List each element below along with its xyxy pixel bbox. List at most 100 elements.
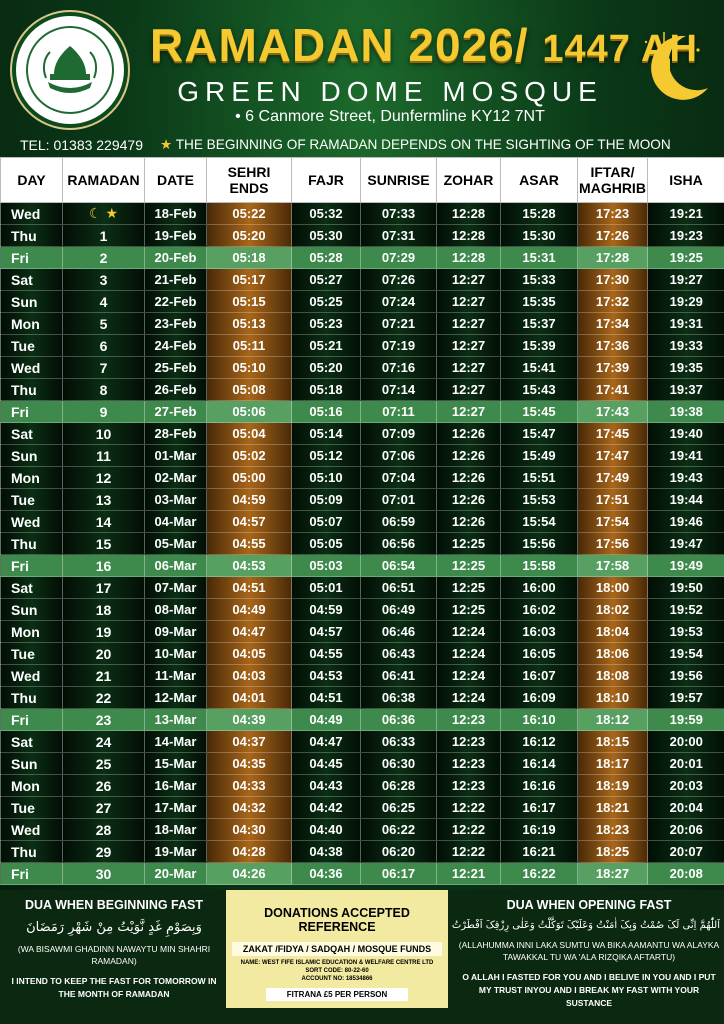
cell-isha: 19:44	[647, 488, 724, 511]
cell-ramadan: 6	[62, 334, 145, 357]
cell-sehri: 04:39	[206, 708, 292, 731]
cell-sehri: 05:06	[206, 400, 292, 423]
cell-iftar: 17:28	[577, 246, 648, 269]
cell-asar: 16:05	[500, 642, 578, 665]
cell-day: Sat	[0, 730, 63, 753]
cell-sunrise: 07:16	[360, 356, 437, 379]
cell-iftar: 18:15	[577, 730, 648, 753]
cell-sunrise: 06:20	[360, 840, 437, 863]
cell-asar: 16:14	[500, 752, 578, 775]
cell-zohar: 12:26	[436, 466, 501, 489]
col-header-day: DAY	[0, 157, 63, 203]
cell-isha: 19:29	[647, 290, 724, 313]
cell-sehri: 04:37	[206, 730, 292, 753]
cell-asar: 16:22	[500, 862, 578, 885]
cell-zohar: 12:22	[436, 840, 501, 863]
cell-ramadan: 14	[62, 510, 145, 533]
col-header-iftar: IFTAR/ MAGHRIB	[577, 157, 648, 203]
cell-iftar: 17:39	[577, 356, 648, 379]
cell-ramadan: 7	[62, 356, 145, 379]
cell-date: 08-Mar	[144, 598, 207, 621]
cell-asar: 15:53	[500, 488, 578, 511]
cell-fajr: 04:47	[291, 730, 361, 753]
table-row: Sat 10 28-Feb 05:04 05:14 07:09 12:26 15:47 17:4…	[0, 422, 724, 445]
cell-day: Wed	[0, 818, 63, 841]
cell-sunrise: 06:22	[360, 818, 437, 841]
cell-asar: 15:33	[500, 268, 578, 291]
header: RAMADAN 2026/ 1447 AH GREEN DOME MOSQUE …	[0, 0, 724, 133]
cell-zohar: 12:27	[436, 312, 501, 335]
cell-isha: 19:46	[647, 510, 724, 533]
cell-sehri: 04:03	[206, 664, 292, 687]
cell-ramadan: 27	[62, 796, 145, 819]
cell-asar: 16:07	[500, 664, 578, 687]
title-year: RAMADAN 2026/	[150, 19, 529, 71]
table-row: Fri 9 27-Feb 05:06 05:16 07:11 12:27 15:45 17:43…	[0, 400, 724, 423]
cell-sunrise: 06:25	[360, 796, 437, 819]
mosque-logo	[16, 16, 124, 124]
cell-fajr: 04:53	[291, 664, 361, 687]
cell-isha: 19:21	[647, 202, 724, 225]
cell-date: 02-Mar	[144, 466, 207, 489]
cell-day: Fri	[0, 554, 63, 577]
cell-zohar: 12:26	[436, 422, 501, 445]
cell-sehri: 04:05	[206, 642, 292, 665]
cell-sunrise: 07:19	[360, 334, 437, 357]
cell-isha: 19:41	[647, 444, 724, 467]
cell-iftar: 18:17	[577, 752, 648, 775]
cell-isha: 19:49	[647, 554, 724, 577]
cell-ramadan: 17	[62, 576, 145, 599]
cell-isha: 20:03	[647, 774, 724, 797]
cell-asar: 15:47	[500, 422, 578, 445]
cell-sehri: 04:51	[206, 576, 292, 599]
cell-sehri: 05:08	[206, 378, 292, 401]
info-bar: TEL: 01383 229479 ★ THE BEGINNING OF RAM…	[0, 133, 724, 157]
dua-begin-meaning: I INTEND TO KEEP THE FAST FOR TOMORROW I…	[11, 976, 217, 999]
cell-isha: 19:27	[647, 268, 724, 291]
cell-iftar: 18:19	[577, 774, 648, 797]
cell-sunrise: 07:11	[360, 400, 437, 423]
cell-sunrise: 06:59	[360, 510, 437, 533]
cell-iftar: 18:02	[577, 598, 648, 621]
cell-fajr: 05:25	[291, 290, 361, 313]
cell-day: Thu	[0, 532, 63, 555]
cell-zohar: 12:22	[436, 818, 501, 841]
cell-sunrise: 06:56	[360, 532, 437, 555]
dua-begin-arabic: وَبِصَوْمِ غَدٍ نَّوَيْتُ مِنْ شَهْرِ رَ…	[26, 920, 202, 935]
cell-ramadan: 15	[62, 532, 145, 555]
cell-day: Sun	[0, 598, 63, 621]
cell-sunrise: 06:41	[360, 664, 437, 687]
table-row: Sun 4 22-Feb 05:15 05:25 07:24 12:27 15:35 17:32…	[0, 290, 724, 313]
cell-ramadan: 28	[62, 818, 145, 841]
cell-sehri: 04:55	[206, 532, 292, 555]
cell-isha: 20:06	[647, 818, 724, 841]
cell-asar: 16:02	[500, 598, 578, 621]
cell-date: 10-Mar	[144, 642, 207, 665]
cell-zohar: 12:21	[436, 862, 501, 885]
cell-sehri: 04:53	[206, 554, 292, 577]
cell-day: Mon	[0, 620, 63, 643]
cell-sunrise: 06:49	[360, 598, 437, 621]
cell-asar: 16:09	[500, 686, 578, 709]
table-row: Thu 29 19-Mar 04:28 04:38 06:20 12:22 16:21 18:2…	[0, 840, 724, 863]
cell-date: 13-Mar	[144, 708, 207, 731]
page-title: RAMADAN 2026/ 1447 AH	[150, 18, 697, 72]
address: • 6 Canmore Street, Dunfermline KY12 7NT	[235, 108, 545, 125]
cell-isha: 19:59	[647, 708, 724, 731]
cell-asar: 15:41	[500, 356, 578, 379]
cell-isha: 20:01	[647, 752, 724, 775]
cell-sunrise: 07:26	[360, 268, 437, 291]
cell-fajr: 05:28	[291, 246, 361, 269]
cell-ramadan: 22	[62, 686, 145, 709]
cell-asar: 16:00	[500, 576, 578, 599]
cell-sunrise: 06:36	[360, 708, 437, 731]
cell-sunrise: 06:51	[360, 576, 437, 599]
cell-day: Mon	[0, 774, 63, 797]
cell-zohar: 12:24	[436, 620, 501, 643]
cell-iftar: 18:27	[577, 862, 648, 885]
cell-iftar: 17:49	[577, 466, 648, 489]
cell-date: 03-Mar	[144, 488, 207, 511]
cell-asar: 16:19	[500, 818, 578, 841]
table-row: Mon 19 09-Mar 04:47 04:57 06:46 12:24 16:03 18:0…	[0, 620, 724, 643]
cell-zohar: 12:22	[436, 796, 501, 819]
